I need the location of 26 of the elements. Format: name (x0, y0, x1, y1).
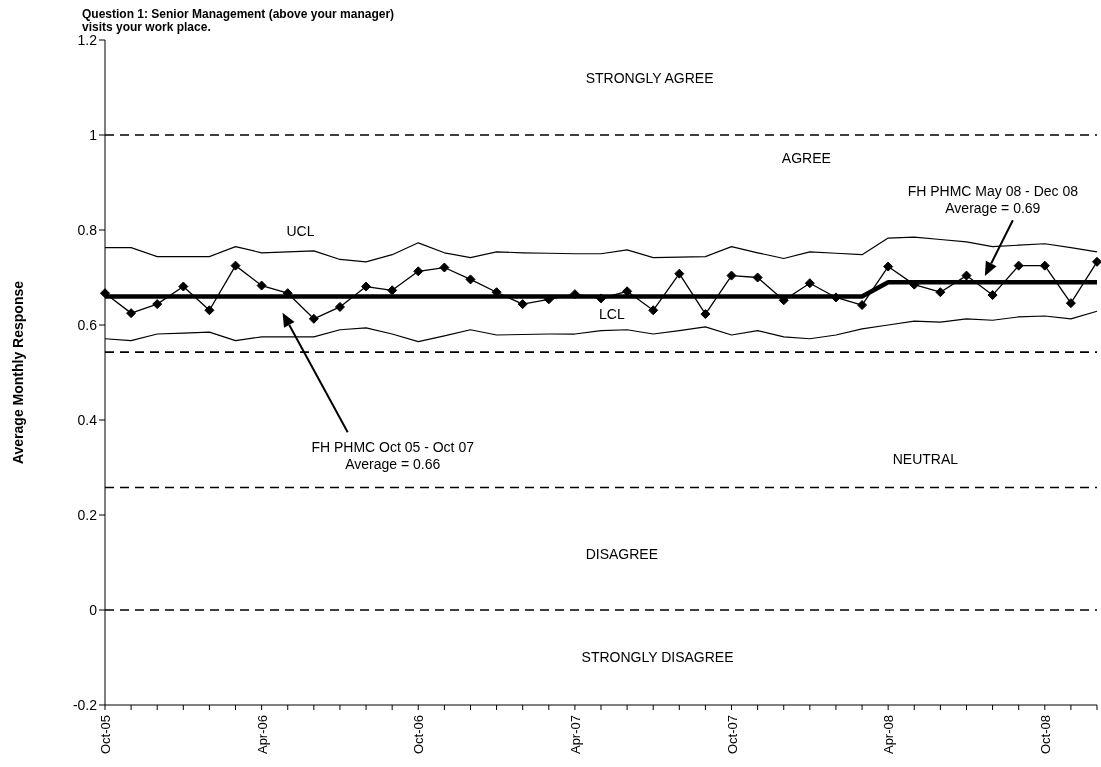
annotation: STRONGLY AGREE (585, 70, 714, 87)
annotation: FH PHMC May 08 - Dec 08 Average = 0.69 (907, 183, 1079, 217)
x-tick-label: Oct-08 (1037, 715, 1053, 755)
y-tick-label: 0 (89, 601, 98, 618)
annotation: NEUTRAL (892, 451, 959, 468)
series-label: LCL (599, 306, 625, 323)
y-tick-label: 0.2 (77, 506, 98, 523)
x-tick-label: Oct-06 (411, 715, 427, 755)
x-tick-label: Apr-07 (567, 715, 583, 755)
x-tick-label: Apr-08 (881, 715, 897, 755)
chart-title: Question 1: Senior Management (above your manager) visits your work place. (82, 7, 396, 34)
x-tick-label: Apr-06 (254, 715, 270, 755)
x-tick-label: Oct-05 (98, 715, 113, 755)
series-label: UCL (286, 223, 315, 240)
annotation: DISAGREE (585, 545, 659, 562)
annotation: STRONGLY DISAGREE (581, 648, 734, 665)
y-tick-label: -0.2 (72, 696, 98, 713)
y-tick-label: 1.2 (77, 31, 98, 48)
y-tick-label: 0.4 (77, 411, 98, 428)
x-tick-label: Oct-07 (724, 715, 740, 755)
annotation: AGREE (781, 150, 831, 167)
annotation: FH PHMC Oct 05 - Oct 07 Average = 0.66 (311, 439, 475, 473)
y-axis-title: Average Monthly Response (9, 280, 26, 465)
y-tick-label: 0.8 (77, 221, 98, 238)
y-tick-label: 1 (89, 126, 98, 143)
y-tick-label: 0.6 (77, 316, 98, 333)
